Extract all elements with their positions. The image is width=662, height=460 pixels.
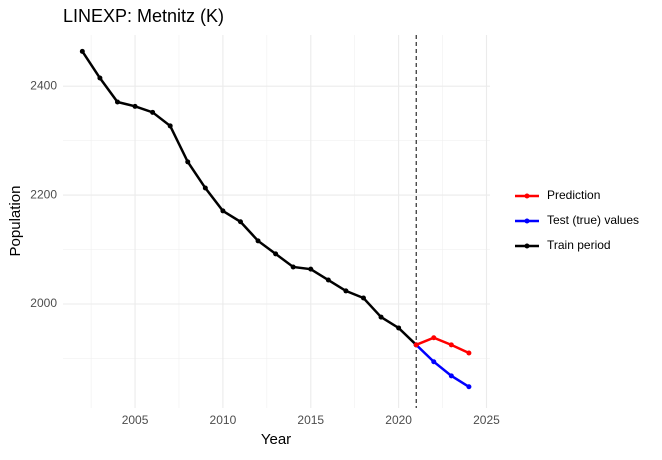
- data-point: [448, 373, 454, 379]
- data-point: [360, 295, 366, 301]
- data-point: [378, 314, 384, 320]
- data-point: [237, 219, 243, 225]
- x-tick-label: 2010: [210, 413, 237, 427]
- series-line: [415, 343, 470, 388]
- y-tick-label: 2000: [30, 296, 57, 310]
- data-point: [431, 335, 437, 341]
- data-point: [290, 264, 296, 270]
- data-point: [396, 325, 402, 331]
- data-point: [97, 75, 103, 81]
- series-line: [415, 336, 470, 355]
- legend-label: Train period: [547, 238, 611, 252]
- data-point: [185, 159, 191, 165]
- legend-swatch: [524, 193, 530, 199]
- data-point: [132, 103, 138, 109]
- data-point: [325, 277, 331, 283]
- x-tick-label: 2015: [297, 413, 324, 427]
- x-axis-label: Year: [261, 431, 291, 448]
- data-point: [167, 123, 173, 129]
- data-point: [273, 251, 279, 257]
- x-tick-label: 2005: [122, 413, 149, 427]
- y-tick-label: 2200: [30, 187, 57, 201]
- y-tick-label: 2400: [30, 78, 57, 92]
- data-point: [114, 99, 120, 105]
- data-point: [255, 238, 261, 244]
- data-point: [220, 208, 226, 214]
- chart-title: LINEXP: Metnitz (K): [63, 6, 224, 26]
- legend-label: Prediction: [547, 188, 600, 202]
- legend-label: Test (true) values: [547, 213, 639, 227]
- data-point: [343, 288, 349, 294]
- data-point: [431, 359, 437, 365]
- legend-swatch: [524, 218, 530, 224]
- x-tick-label: 2020: [385, 413, 412, 427]
- data-point: [413, 342, 419, 348]
- x-tick-label: 2025: [473, 413, 500, 427]
- data-point: [150, 109, 156, 115]
- data-point: [466, 350, 472, 356]
- y-axis-label: Population: [7, 186, 24, 257]
- data-point: [202, 185, 208, 191]
- series-line: [81, 50, 418, 346]
- data-point: [466, 384, 472, 390]
- data-point: [79, 48, 85, 54]
- data-point: [448, 342, 454, 348]
- legend-swatch: [524, 243, 530, 249]
- data-point: [308, 266, 314, 272]
